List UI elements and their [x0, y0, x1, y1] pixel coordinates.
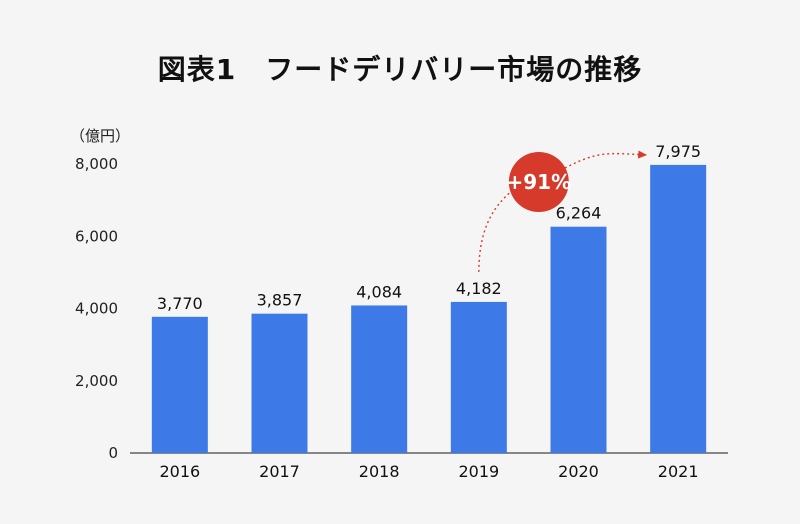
chart-title: 図表1 フードデリバリー市場の推移 [157, 53, 643, 86]
data-label: 6,264 [556, 204, 602, 223]
y-tick-label: 8,000 [75, 155, 118, 173]
bar [450, 301, 507, 453]
data-label: 4,084 [356, 282, 402, 301]
bar [351, 305, 408, 453]
growth-arrow-upper [564, 150, 648, 169]
x-tick-label: 2020 [558, 462, 599, 481]
x-tick-label: 2019 [458, 462, 499, 481]
data-label: 4,182 [456, 279, 502, 298]
y-axis-unit-label: （億円） [70, 127, 130, 145]
data-label: 3,770 [157, 294, 203, 313]
growth-badge-text: +91% [507, 170, 572, 194]
bar [550, 226, 607, 453]
y-tick-label: 0 [108, 444, 118, 462]
data-label: 3,857 [257, 291, 303, 310]
x-tick-label: 2021 [658, 462, 699, 481]
growth-arrow-lower [478, 189, 514, 272]
x-tick-label: 2017 [259, 462, 300, 481]
bar [251, 313, 308, 453]
x-tick-label: 2016 [159, 462, 200, 481]
y-tick-label: 4,000 [75, 300, 118, 318]
y-tick-label: 6,000 [75, 227, 118, 245]
bar [151, 316, 208, 453]
data-label: 7,975 [655, 142, 701, 161]
growth-badge [508, 152, 569, 212]
x-tick-label: 2018 [359, 462, 400, 481]
bar [650, 164, 707, 453]
y-tick-label: 2,000 [75, 372, 118, 390]
